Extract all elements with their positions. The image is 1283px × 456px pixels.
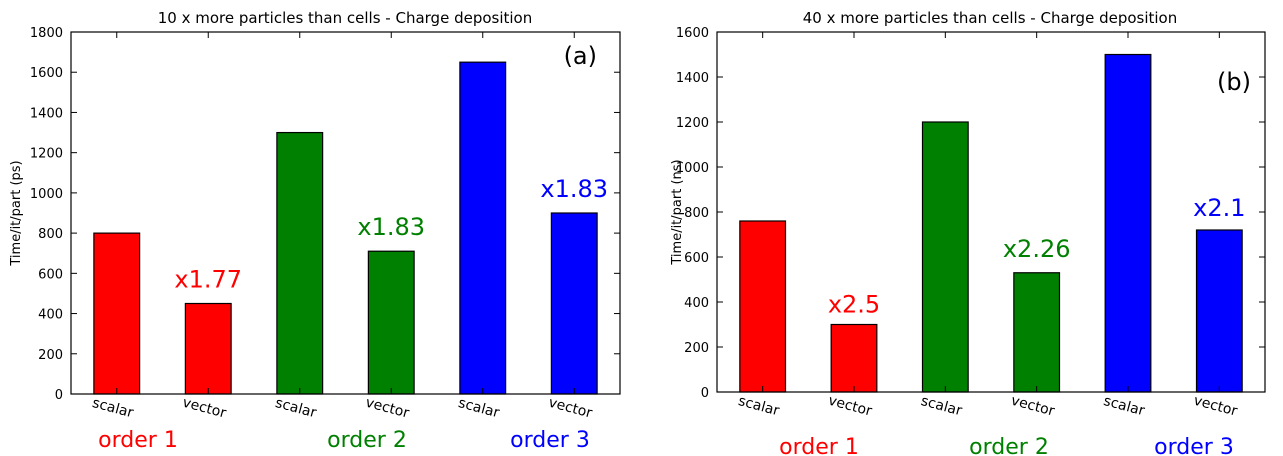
speedup-annotation: x2.26 [1003, 235, 1071, 263]
x-tick-label: scalar [736, 393, 781, 419]
y-tick-label: 1400 [30, 106, 63, 121]
y-tick-label: 1600 [30, 66, 63, 81]
chart-title: 40 x more particles than cells - Charge … [803, 9, 1177, 27]
y-tick-label: 800 [684, 206, 709, 221]
axes-frame [70, 31, 621, 395]
x-tick-label: scalar [274, 395, 319, 421]
y-axis-label: Time/it/part (ns) [670, 159, 685, 265]
x-tick-label: vector [547, 395, 594, 422]
bar-scalar-0 [739, 220, 787, 393]
chart-title: 10 x more particles than cells - Charge … [158, 9, 532, 27]
x-tick-label: scalar [91, 395, 136, 421]
speedup-annotation: x2.1 [1193, 194, 1245, 222]
y-tick-label: 600 [684, 251, 709, 266]
group-label: order 2 [327, 428, 407, 453]
bar-vector-1 [830, 323, 878, 393]
chart-panel-0: 10 x more particles than cells - Charge … [9, 9, 621, 453]
panel-label: (a) [564, 42, 597, 70]
x-tick-label: scalar [919, 393, 964, 419]
bar-scalar-2 [921, 121, 969, 393]
bar-scalar-2 [276, 131, 324, 395]
y-tick-label: 1200 [676, 116, 709, 131]
y-tick-label: 0 [701, 386, 709, 401]
x-tick-label: vector [1192, 393, 1239, 420]
speedup-annotation: x2.5 [828, 291, 880, 319]
bar-scalar-0 [93, 232, 141, 395]
x-tick-label: vector [181, 395, 228, 422]
group-label: order 3 [510, 428, 590, 453]
x-tick-label: vector [1009, 393, 1056, 420]
bar-vector-5 [1195, 229, 1243, 393]
group-label: order 2 [969, 435, 1049, 456]
x-tick-label: vector [364, 395, 411, 422]
y-tick-label: 1800 [30, 26, 63, 41]
y-tick-label: 400 [38, 308, 63, 323]
y-tick-label: 0 [55, 388, 63, 403]
bar-scalar-4 [1104, 53, 1152, 393]
y-tick-label: 800 [38, 227, 63, 242]
group-label: order 3 [1154, 435, 1234, 456]
bar-vector-1 [184, 302, 232, 395]
bar-vector-3 [1013, 272, 1061, 393]
y-tick-label: 200 [684, 341, 709, 356]
axes-frame [716, 31, 1266, 393]
y-tick-label: 1000 [30, 187, 63, 202]
bar-vector-5 [550, 212, 598, 395]
y-tick-label: 1000 [676, 161, 709, 176]
bar-vector-3 [367, 250, 415, 395]
y-tick-label: 400 [684, 296, 709, 311]
speedup-annotation: x1.83 [357, 213, 425, 241]
group-label: order 1 [779, 435, 859, 456]
y-tick-label: 1200 [30, 147, 63, 162]
y-tick-label: 1600 [676, 26, 709, 41]
bar-scalar-4 [459, 61, 507, 395]
x-tick-label: scalar [1102, 393, 1147, 419]
panel-label: (b) [1217, 68, 1251, 96]
chart-panel-1: 40 x more particles than cells - Charge … [670, 9, 1266, 456]
y-axis-label: Time/it/part (ps) [9, 160, 24, 266]
speedup-annotation: x1.83 [540, 175, 608, 203]
speedup-annotation: x1.77 [174, 266, 242, 294]
y-tick-label: 200 [38, 348, 63, 363]
y-tick-label: 600 [38, 267, 63, 282]
y-tick-label: 1400 [676, 71, 709, 86]
group-label: order 1 [98, 428, 178, 453]
x-tick-label: vector [827, 393, 874, 420]
x-tick-label: scalar [457, 395, 502, 421]
